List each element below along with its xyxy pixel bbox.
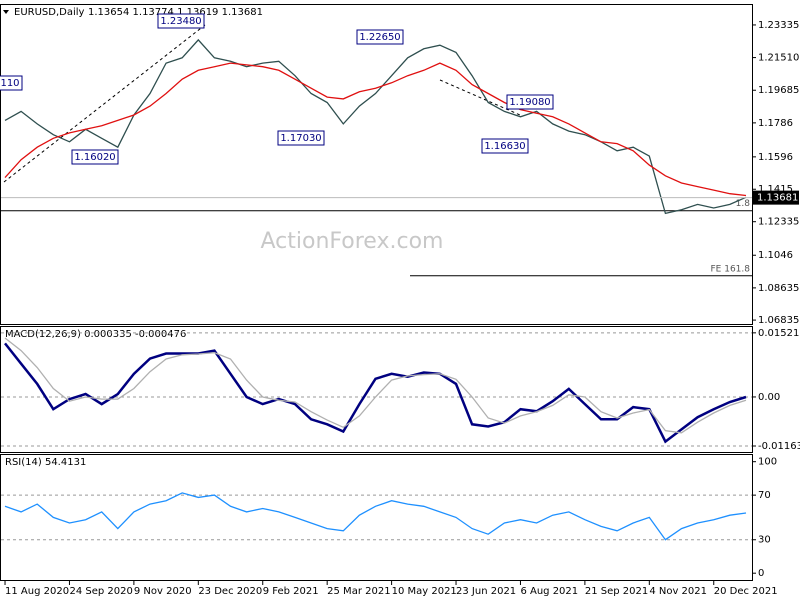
chart-title: EURUSD,Daily (14, 7, 85, 18)
x-tick-label: 10 May 2021 (392, 586, 457, 597)
annotation-box (0, 75, 23, 91)
annotation: 1.19080 (509, 97, 550, 108)
series-line (4, 492, 747, 541)
x-tick-label: 6 Aug 2021 (520, 586, 578, 597)
series-line (4, 342, 747, 444)
x-tick-label: 4 Nov 2021 (649, 586, 707, 597)
x-tick-label: 20 Dec 2021 (714, 586, 778, 597)
annotation: 1.22650 (359, 32, 400, 43)
price-panel (0, 4, 753, 325)
y-tick-label: 100 (758, 457, 777, 468)
y-tick-label: 1.1786 (758, 118, 793, 129)
annotation: 1.17030 (280, 133, 321, 144)
watermark: ActionForex.com (261, 229, 444, 254)
rsi-title: RSI(14) 54.4131 (5, 457, 86, 468)
y-tick-label: 1.1596 (758, 152, 793, 163)
y-tick-label: 70 (758, 490, 771, 501)
y-tick-label: 1.21510 (758, 53, 799, 64)
annotation: 1.16020 (74, 152, 115, 163)
annotation-box (506, 94, 554, 110)
y-tick-label: 0.00 (758, 392, 780, 403)
annotation-box (356, 29, 404, 45)
annotation-box (481, 138, 529, 154)
x-tick-label: 11 Aug 2020 (5, 586, 69, 597)
rsi-panel (0, 454, 753, 581)
x-tick-label: 24 Sep 2020 (69, 586, 132, 597)
annotation: 1.23480 (160, 16, 201, 27)
series-line (4, 62, 747, 197)
y-tick-label: 0 (758, 568, 764, 579)
x-tick-label: 21 Sep 2021 (585, 586, 648, 597)
x-tick-label: 9 Feb 2021 (263, 586, 319, 597)
x-tick-label: 25 Mar 2021 (327, 586, 390, 597)
annotation-box (157, 13, 205, 29)
y-tick-label: 1.06835 (758, 315, 799, 326)
price-tag (753, 190, 799, 205)
macd-panel (0, 326, 753, 453)
y-tick-label: 1.1415 (758, 184, 793, 195)
y-tick-label: 1.23335 (758, 20, 799, 31)
x-tick-label: 23 Dec 2020 (198, 586, 262, 597)
y-tick-label: 30 (758, 535, 771, 546)
y-tick-label: -0.011638 (758, 441, 800, 452)
y-tick-label: 0.015213 (758, 328, 800, 339)
annotation-box (277, 130, 325, 146)
macd-title: MACD(12,26,9) 0.000335 -0.000476 (5, 329, 186, 340)
price-tag-label: 1.13681 (757, 193, 798, 204)
x-tick-label: 23 Jun 2021 (456, 586, 516, 597)
level-label: FE 161.8 (711, 264, 751, 274)
series-line (4, 38, 747, 215)
y-tick-label: 1.12335 (758, 217, 799, 228)
x-tick-label: 9 Nov 2020 (134, 586, 192, 597)
trend-line (3, 24, 206, 183)
annotation: 110 (0, 78, 19, 89)
annotation-box (71, 149, 119, 165)
y-tick-label: 1.08635 (758, 283, 799, 294)
y-tick-label: 1.19685 (758, 85, 799, 96)
ohlc: 1.13654 1.13774 1.13619 1.13681 (88, 7, 263, 18)
annotation: 1.16630 (484, 141, 525, 152)
level-label: 1.8 (736, 199, 751, 209)
series-line (4, 337, 747, 434)
y-tick-label: 1.1046 (758, 250, 793, 261)
menu-arrow[interactable] (3, 10, 9, 14)
